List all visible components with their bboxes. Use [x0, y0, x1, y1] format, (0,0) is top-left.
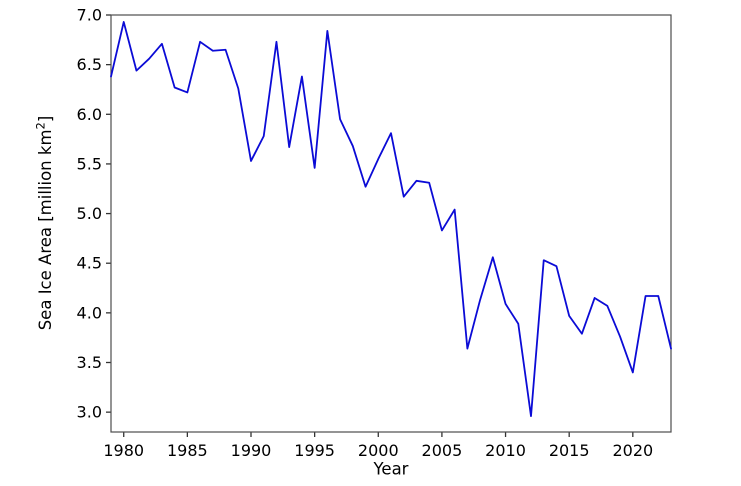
y-axis-label: Sea Ice Area [million km2] — [33, 116, 55, 331]
x-axis-label: Year — [373, 459, 409, 479]
x-tick-label: 2000 — [358, 441, 399, 460]
plot-border — [110, 14, 672, 433]
x-tick-label: 2015 — [549, 441, 590, 460]
sea-ice-data-line — [110, 21, 672, 418]
x-tick-label: 1980 — [103, 441, 144, 460]
y-tick-label: 6.5 — [77, 55, 102, 74]
y-axis-label-suffix: ] — [35, 115, 55, 123]
x-tick-label: 2010 — [485, 441, 526, 460]
y-tick-label: 5.5 — [77, 154, 102, 173]
y-axis-label-superscript: 2 — [33, 122, 48, 130]
y-tick-label: 4.5 — [77, 254, 102, 273]
y-tick-label: 6.0 — [77, 105, 102, 124]
y-tick-label: 3.5 — [77, 353, 102, 372]
y-tick-label: 3.0 — [77, 403, 102, 422]
y-tick-label: 7.0 — [77, 6, 102, 25]
x-tick-label: 2020 — [612, 441, 653, 460]
y-tick-label: 5.0 — [77, 204, 102, 223]
x-tick-label: 1990 — [231, 441, 272, 460]
x-tick-label: 1995 — [294, 441, 335, 460]
x-tick-label: 1985 — [167, 441, 208, 460]
y-tick-label: 4.0 — [77, 303, 102, 322]
y-axis-label-prefix: Sea Ice Area [million km — [35, 129, 55, 331]
x-tick-label: 2005 — [422, 441, 463, 460]
